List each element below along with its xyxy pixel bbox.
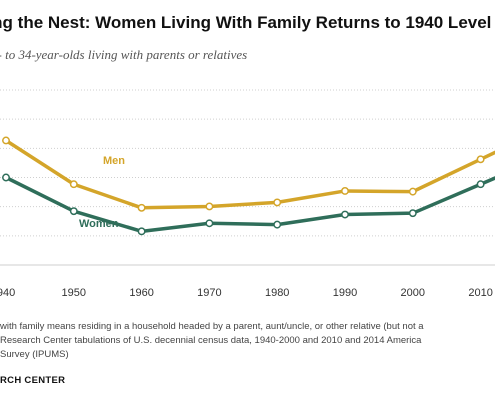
series-line-men	[5, 139, 495, 210]
data-point-men	[205, 202, 214, 211]
x-tick-label: 1990	[333, 287, 357, 299]
data-point-men	[69, 180, 78, 189]
data-point-women	[408, 209, 417, 218]
data-point-women	[273, 220, 282, 229]
data-point-men	[2, 136, 10, 145]
x-tick-label: 1950	[62, 287, 86, 299]
x-tick-label: 1980	[265, 287, 289, 299]
data-point-women	[205, 219, 214, 228]
x-tick-label: 940	[0, 287, 15, 299]
data-point-men	[341, 187, 349, 195]
x-tick-label: 1970	[197, 287, 221, 299]
note-line-2: Research Center tabulations of U.S. dece…	[0, 335, 422, 346]
source-name: RCH CENTER	[0, 375, 66, 386]
data-point-women	[341, 210, 349, 219]
data-point-men	[137, 203, 146, 212]
note-line-1: with family means residing in a househol…	[0, 321, 424, 332]
chart-subtitle: 8- to 34-year-olds living with parents o…	[0, 47, 248, 62]
x-tick-label: 2000	[401, 287, 425, 299]
data-point-men	[408, 187, 417, 196]
data-point-women	[476, 180, 485, 189]
series-label-men: Men	[103, 155, 125, 167]
series-label-women: Women	[79, 218, 119, 230]
data-point-women	[137, 227, 146, 236]
data-point-men	[273, 198, 282, 207]
note-line-3: Survey (IPUMS)	[0, 349, 69, 360]
x-tick-label: 2010	[468, 287, 492, 299]
x-tick-label: 1960	[129, 287, 153, 299]
data-point-women	[2, 173, 10, 182]
data-point-men	[476, 155, 485, 164]
data-point-women	[69, 207, 78, 216]
chart-title: ving the Nest: Women Living With Family …	[0, 13, 492, 32]
